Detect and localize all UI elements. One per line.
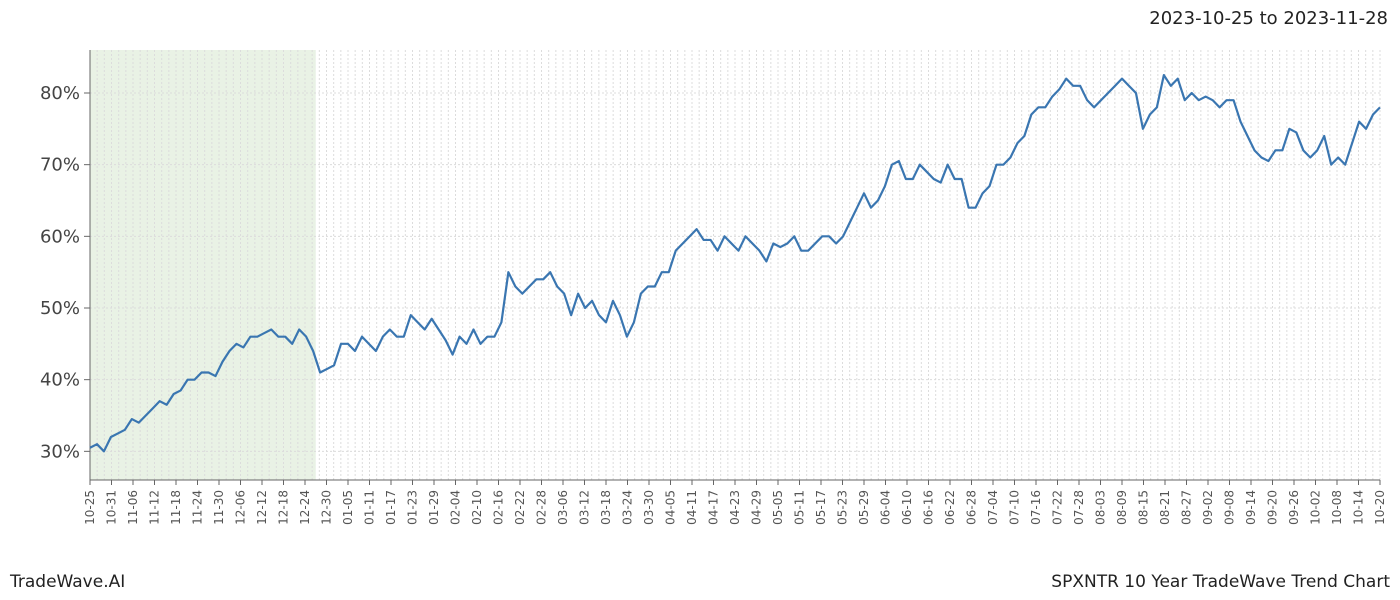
svg-text:10-20: 10-20 [1373, 490, 1387, 525]
svg-text:08-27: 08-27 [1180, 490, 1194, 525]
svg-text:05-23: 05-23 [836, 490, 850, 525]
svg-text:10-14: 10-14 [1352, 490, 1366, 525]
svg-text:02-10: 02-10 [470, 490, 484, 525]
y-tick-labels: 30% 40% 50% 60% 70% 80% [40, 83, 90, 462]
svg-text:05-17: 05-17 [814, 490, 828, 525]
svg-text:01-11: 01-11 [363, 490, 377, 525]
svg-text:11-30: 11-30 [212, 490, 226, 525]
svg-text:60%: 60% [40, 226, 80, 247]
svg-text:06-16: 06-16 [922, 490, 936, 525]
svg-text:07-04: 07-04 [986, 490, 1000, 525]
svg-text:02-22: 02-22 [513, 490, 527, 525]
svg-text:03-18: 03-18 [599, 490, 613, 525]
svg-text:06-04: 06-04 [879, 490, 893, 525]
svg-text:30%: 30% [40, 441, 80, 462]
svg-text:70%: 70% [40, 155, 80, 176]
svg-text:80%: 80% [40, 83, 80, 104]
svg-text:10-02: 10-02 [1309, 490, 1323, 525]
svg-text:04-23: 04-23 [728, 490, 742, 525]
highlight-band [90, 50, 316, 480]
svg-text:06-22: 06-22 [943, 490, 957, 525]
svg-text:12-30: 12-30 [320, 490, 334, 525]
svg-text:50%: 50% [40, 298, 80, 319]
svg-text:10-25: 10-25 [83, 490, 97, 525]
svg-text:07-10: 07-10 [1008, 490, 1022, 525]
svg-text:12-24: 12-24 [298, 490, 312, 525]
svg-text:01-05: 01-05 [341, 490, 355, 525]
svg-text:01-23: 01-23 [406, 490, 420, 525]
svg-text:05-29: 05-29 [857, 490, 871, 525]
svg-text:09-26: 09-26 [1287, 490, 1301, 525]
svg-text:08-15: 08-15 [1137, 490, 1151, 525]
svg-text:05-11: 05-11 [793, 490, 807, 525]
svg-text:04-11: 04-11 [685, 490, 699, 525]
svg-text:09-14: 09-14 [1244, 490, 1258, 525]
svg-text:06-28: 06-28 [965, 490, 979, 525]
svg-text:02-28: 02-28 [535, 490, 549, 525]
svg-text:09-20: 09-20 [1266, 490, 1280, 525]
svg-text:06-10: 06-10 [900, 490, 914, 525]
svg-text:01-17: 01-17 [384, 490, 398, 525]
svg-text:03-12: 03-12 [578, 490, 592, 525]
svg-text:07-22: 07-22 [1051, 490, 1065, 525]
svg-text:04-05: 04-05 [664, 490, 678, 525]
svg-text:08-03: 08-03 [1094, 490, 1108, 525]
svg-text:08-09: 08-09 [1115, 490, 1129, 525]
svg-text:09-08: 09-08 [1223, 490, 1237, 525]
svg-text:40%: 40% [40, 370, 80, 391]
svg-text:02-04: 02-04 [449, 490, 463, 525]
x-tick-labels: 10-25 10-31 11-06 11-12 11-18 11-24 11-30 12-06… [83, 480, 1387, 525]
svg-text:04-17: 04-17 [707, 490, 721, 525]
svg-text:07-28: 07-28 [1072, 490, 1086, 525]
svg-text:12-06: 12-06 [234, 490, 248, 525]
svg-text:11-18: 11-18 [169, 490, 183, 525]
svg-text:12-18: 12-18 [277, 490, 291, 525]
svg-text:03-30: 03-30 [642, 490, 656, 525]
svg-text:03-06: 03-06 [556, 490, 570, 525]
svg-text:05-05: 05-05 [771, 490, 785, 525]
svg-text:10-31: 10-31 [105, 490, 119, 525]
date-range: 2023-10-25 to 2023-11-28 [1149, 8, 1388, 29]
svg-text:07-16: 07-16 [1029, 490, 1043, 525]
svg-text:02-16: 02-16 [492, 490, 506, 525]
trend-chart: 30% 40% 50% 60% 70% 80% 10-25 10-31 11-06 11-12 11… [0, 40, 1400, 560]
svg-text:04-29: 04-29 [750, 490, 764, 525]
svg-text:01-29: 01-29 [427, 490, 441, 525]
chart-title: SPXNTR 10 Year TradeWave Trend Chart [1051, 572, 1390, 592]
svg-text:08-21: 08-21 [1158, 490, 1172, 525]
brand-label: TradeWave.AI [10, 572, 125, 592]
svg-text:11-24: 11-24 [191, 490, 205, 525]
svg-text:11-06: 11-06 [126, 490, 140, 525]
svg-text:03-24: 03-24 [621, 490, 635, 525]
svg-text:12-12: 12-12 [255, 490, 269, 525]
svg-text:09-02: 09-02 [1201, 490, 1215, 525]
svg-text:10-08: 10-08 [1330, 490, 1344, 525]
svg-text:11-12: 11-12 [148, 490, 162, 525]
